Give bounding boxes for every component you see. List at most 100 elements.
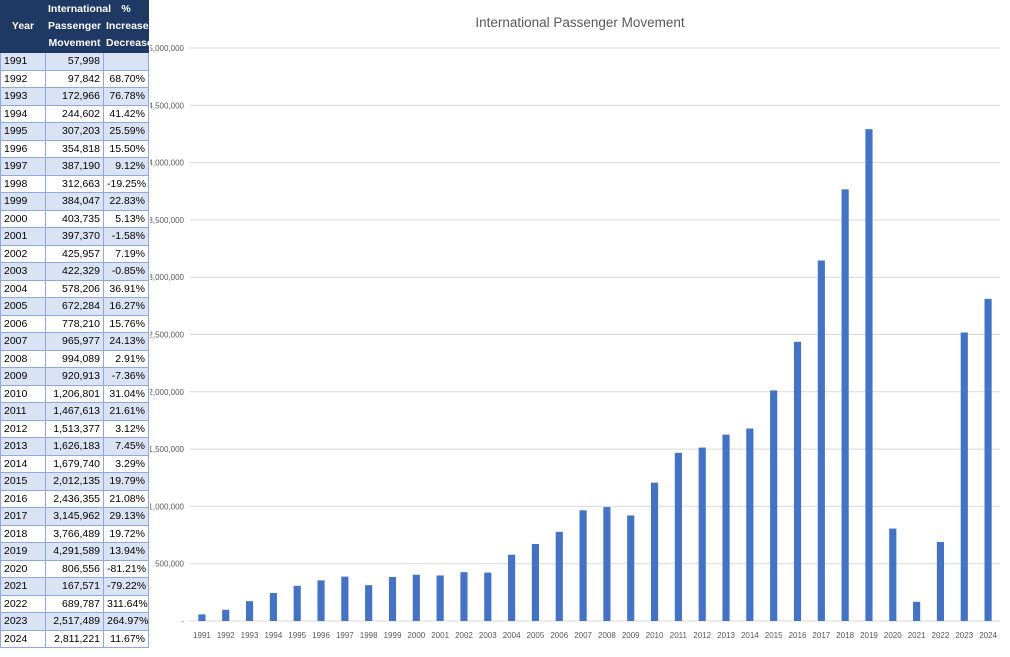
x-tick-label: 2023 bbox=[955, 631, 973, 640]
bar bbox=[436, 575, 444, 621]
bar bbox=[770, 390, 778, 621]
cell-year: 2010 bbox=[0, 384, 46, 403]
header-change-line: % bbox=[121, 3, 131, 15]
y-tick-label: 3,000,000 bbox=[150, 273, 185, 282]
cell-year: 2021 bbox=[0, 577, 46, 596]
bar bbox=[388, 576, 397, 621]
y-tick-label: 5,000,000 bbox=[150, 44, 185, 53]
cell-movement: 778,210 bbox=[45, 314, 104, 333]
cell-change: 2.91% bbox=[103, 349, 149, 368]
x-tick-label: 2001 bbox=[431, 631, 449, 640]
cell-change: 264.97% bbox=[103, 612, 149, 631]
table-row: 1994 244,602 41.42% bbox=[0, 104, 149, 123]
bar bbox=[603, 507, 611, 621]
cell-change: -19.25% bbox=[103, 174, 149, 193]
x-tick-label: 2021 bbox=[908, 631, 926, 640]
cell-change: -1.58% bbox=[103, 227, 149, 246]
table-row: 2021 167,571 -79.22% bbox=[0, 577, 149, 596]
cell-change: 13.94% bbox=[103, 542, 149, 561]
x-tick-label: 2000 bbox=[407, 631, 425, 640]
cell-movement: 422,329 bbox=[45, 262, 104, 281]
table-row: 2004 578,206 36.91% bbox=[0, 279, 149, 298]
cell-change: 21.61% bbox=[103, 402, 149, 421]
cell-change bbox=[103, 52, 149, 71]
cell-movement: 4,291,589 bbox=[45, 542, 104, 561]
cell-year: 2006 bbox=[0, 314, 46, 333]
table-row: 1999 384,047 22.83% bbox=[0, 192, 149, 211]
table-row: 2024 2,811,221 11.67% bbox=[0, 629, 149, 648]
y-tick-label: 4,500,000 bbox=[150, 101, 185, 110]
bar bbox=[579, 510, 587, 621]
bar bbox=[841, 189, 849, 622]
chart-title: International Passenger Movement bbox=[475, 15, 685, 30]
cell-change: 36.91% bbox=[103, 279, 149, 298]
cell-movement: 1,626,183 bbox=[45, 437, 104, 456]
cell-movement: 2,436,355 bbox=[45, 489, 104, 508]
cell-movement: 57,998 bbox=[45, 52, 104, 71]
cell-change: -0.85% bbox=[103, 262, 149, 281]
bar bbox=[936, 541, 945, 621]
table-row: 2000 403,735 5.13% bbox=[0, 209, 149, 228]
cell-change: 311.64% bbox=[103, 594, 149, 613]
table-row: 2008 994,089 2.91% bbox=[0, 349, 149, 368]
table-row: 1996 354,818 15.50% bbox=[0, 139, 149, 158]
table-header-row: Year International Passenger Movement % … bbox=[0, 0, 153, 53]
y-tick-label: - bbox=[181, 617, 184, 626]
header-year: Year bbox=[0, 0, 46, 53]
cell-movement: 578,206 bbox=[45, 279, 104, 298]
bar bbox=[746, 428, 754, 621]
cell-change: 22.83% bbox=[103, 192, 149, 211]
cell-change: -81.21% bbox=[103, 559, 149, 578]
x-tick-label: 2022 bbox=[932, 631, 950, 640]
table-row: 1998 312,663 -19.25% bbox=[0, 174, 149, 193]
cell-change: 15.76% bbox=[103, 314, 149, 333]
cell-movement: 994,089 bbox=[45, 349, 104, 368]
y-tick-label: 2,000,000 bbox=[150, 388, 185, 397]
cell-year: 2023 bbox=[0, 612, 46, 631]
x-tick-label: 2018 bbox=[836, 631, 854, 640]
table-row: 2006 778,210 15.76% bbox=[0, 314, 149, 333]
table-row: 1997 387,190 9.12% bbox=[0, 157, 149, 176]
cell-year: 1996 bbox=[0, 139, 46, 158]
cell-year: 1993 bbox=[0, 87, 46, 106]
cell-movement: 1,679,740 bbox=[45, 454, 104, 473]
y-tick-label: 1,500,000 bbox=[150, 445, 185, 454]
table-row: 2001 397,370 -1.58% bbox=[0, 227, 149, 246]
cell-change: 11.67% bbox=[103, 629, 149, 648]
table-row: 1995 307,203 25.59% bbox=[0, 122, 149, 141]
cell-year: 1994 bbox=[0, 104, 46, 123]
bar bbox=[460, 572, 468, 621]
table-row: 2003 422,329 -0.85% bbox=[0, 262, 149, 281]
cell-year: 2014 bbox=[0, 454, 46, 473]
bar bbox=[722, 434, 730, 621]
cell-year: 2011 bbox=[0, 402, 46, 421]
x-tick-label: 2015 bbox=[765, 631, 783, 640]
cell-movement: 167,571 bbox=[45, 577, 104, 596]
x-tick-label: 2011 bbox=[670, 631, 688, 640]
table-row: 2009 920,913 -7.36% bbox=[0, 367, 149, 386]
cell-movement: 965,977 bbox=[45, 332, 104, 351]
bar bbox=[317, 580, 325, 621]
cell-change: 7.19% bbox=[103, 244, 149, 263]
x-tick-label: 2006 bbox=[550, 631, 568, 640]
x-tick-label: 2012 bbox=[693, 631, 711, 640]
cell-movement: 2,012,135 bbox=[45, 472, 104, 491]
cell-year: 2016 bbox=[0, 489, 46, 508]
cell-year: 2008 bbox=[0, 349, 46, 368]
passenger-data-table: Year International Passenger Movement % … bbox=[0, 0, 153, 648]
cell-year: 2020 bbox=[0, 559, 46, 578]
bar bbox=[627, 515, 635, 621]
table-row: 2002 425,957 7.19% bbox=[0, 244, 149, 263]
x-tick-label: 2013 bbox=[717, 631, 735, 640]
x-tick-label: 2014 bbox=[741, 631, 759, 640]
x-tick-label: 2003 bbox=[479, 631, 497, 640]
cell-change: 76.78% bbox=[103, 87, 149, 106]
cell-year: 2009 bbox=[0, 367, 46, 386]
cell-change: 3.12% bbox=[103, 419, 149, 438]
cell-movement: 384,047 bbox=[45, 192, 104, 211]
cell-change: 19.72% bbox=[103, 524, 149, 543]
x-tick-label: 2009 bbox=[622, 631, 640, 640]
x-tick-label: 1994 bbox=[264, 631, 282, 640]
bar bbox=[293, 585, 301, 621]
table-row: 1993 172,966 76.78% bbox=[0, 87, 149, 106]
